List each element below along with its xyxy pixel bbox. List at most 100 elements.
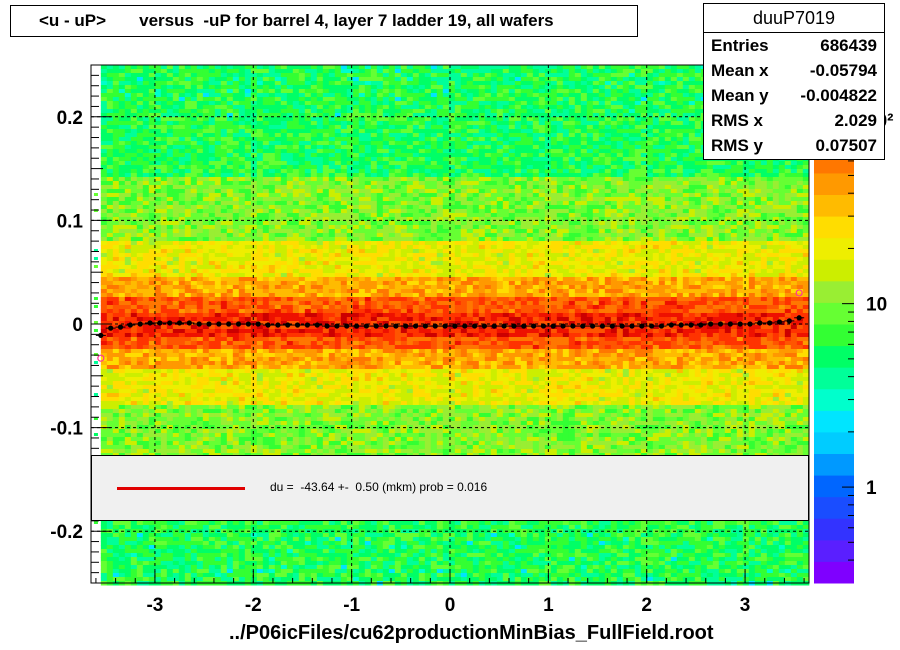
stats-label: Entries	[711, 36, 769, 55]
profile-point	[491, 323, 497, 329]
y-tick-label: 0.1	[57, 211, 84, 232]
profile-point	[98, 332, 104, 338]
stats-label: RMS x	[711, 111, 763, 130]
profile-point	[708, 321, 714, 327]
x-axis-ticks: -3 -2 -1 0 1 2 3	[95, 571, 805, 616]
palette-swatch	[814, 259, 854, 282]
fit-point	[97, 354, 105, 362]
palette-swatch	[814, 539, 854, 562]
profile-point	[147, 320, 153, 326]
profile-point	[658, 323, 665, 329]
y-tick-label: 0.2	[57, 108, 83, 129]
stats-value: 0.07507	[815, 136, 877, 155]
x-tick-label: 1	[543, 595, 554, 616]
profile-point	[511, 323, 517, 329]
profile-point	[432, 323, 438, 329]
profile-point	[412, 323, 419, 329]
profile-point	[265, 322, 271, 328]
x-tick-label: 0	[445, 595, 456, 616]
profile-point	[688, 322, 694, 328]
profile-point	[196, 321, 202, 327]
palette-swatch	[814, 518, 854, 541]
profile-point	[403, 323, 409, 329]
profile-point	[353, 323, 360, 329]
profile-point	[127, 322, 133, 328]
stats-row: Mean x -0.05794	[704, 58, 884, 83]
profile-point	[767, 320, 773, 326]
fit-point	[795, 289, 803, 297]
profile-point	[629, 323, 635, 329]
profile-point	[216, 321, 222, 327]
profile-point	[294, 322, 301, 328]
palette-swatch	[814, 410, 854, 433]
profile-point	[206, 321, 212, 327]
profile-point	[786, 318, 792, 324]
profile-point	[344, 323, 350, 329]
profile-point	[481, 323, 488, 329]
x-tick-label: 2	[641, 595, 652, 616]
stats-row: RMS y 0.07507	[704, 133, 884, 158]
profile-point	[363, 323, 369, 329]
profile-point	[747, 321, 753, 327]
z-tick-label: 10	[866, 295, 887, 316]
profile-point	[560, 323, 566, 329]
profile-point	[698, 322, 704, 328]
profile-point	[314, 322, 320, 328]
profile-point	[176, 320, 183, 326]
profile-point	[619, 323, 625, 329]
palette-swatch	[814, 194, 854, 217]
palette-swatch	[814, 237, 854, 260]
profile-point	[186, 320, 192, 326]
profile-point	[383, 323, 389, 329]
y-tick-label: -0.1	[50, 419, 83, 440]
profile-point	[668, 322, 674, 328]
z-tick-label: 1	[866, 478, 877, 499]
profile-point	[235, 321, 242, 327]
profile-point	[471, 323, 478, 329]
stats-value: -0.05794	[809, 61, 877, 80]
profile-point	[452, 323, 458, 329]
profile-point	[245, 321, 251, 327]
legend-text: du = -43.64 +- 0.50 (mkm) prob = 0.016	[270, 480, 488, 494]
profile-point	[324, 323, 330, 329]
x-axis-title: ../P06icFiles/cu62productionMinBias_Full…	[229, 622, 714, 644]
palette-swatch	[814, 561, 854, 584]
profile-point	[540, 323, 547, 329]
y-tick-label: -0.2	[50, 522, 83, 543]
profile-point	[255, 321, 261, 327]
profile-point	[117, 324, 124, 330]
profile-point	[550, 323, 556, 329]
profile-point	[590, 323, 596, 329]
profile-point	[501, 323, 507, 329]
profile-point	[737, 321, 743, 327]
profile-point	[609, 323, 615, 329]
profile-point	[796, 315, 802, 321]
stats-value: -0.004822	[800, 86, 877, 105]
profile-point	[285, 322, 291, 328]
x-tick-label: -2	[245, 595, 262, 616]
profile-point	[649, 323, 655, 329]
x-tick-label: 3	[740, 595, 751, 616]
profile-point	[373, 323, 379, 329]
stats-label: Mean x	[711, 61, 769, 80]
palette-swatch	[814, 324, 854, 347]
profile-point	[393, 323, 399, 329]
palette-swatch	[814, 453, 854, 476]
profile-point	[137, 321, 143, 327]
profile-point	[521, 323, 527, 329]
stats-label: Mean y	[711, 86, 769, 105]
profile-point	[275, 322, 281, 328]
profile-point	[157, 320, 163, 326]
stats-row: Entries 686439	[704, 33, 884, 58]
profile-point	[531, 323, 537, 329]
profile-point	[422, 323, 429, 329]
profile-point	[717, 321, 724, 327]
profile-point	[757, 320, 763, 326]
profile-point	[678, 322, 684, 328]
stats-value: 2.029	[834, 111, 877, 130]
profile-point	[727, 321, 733, 327]
palette-swatch	[814, 367, 854, 390]
palette-swatch	[814, 172, 854, 195]
stats-row: RMS x 2.029	[704, 108, 884, 133]
profile-point	[334, 323, 340, 329]
